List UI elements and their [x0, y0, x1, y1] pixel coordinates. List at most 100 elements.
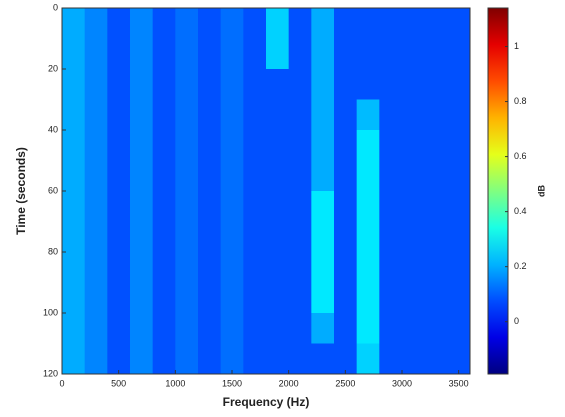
heatmap-cell	[311, 313, 335, 344]
heatmap-cell	[220, 160, 244, 192]
heatmap-cell	[243, 69, 267, 100]
heatmap-cell	[356, 282, 380, 314]
heatmap-cell	[402, 38, 426, 70]
heatmap-cell	[130, 8, 154, 39]
heatmap-cell	[107, 38, 131, 70]
heatmap-cell	[424, 313, 448, 344]
heatmap-cell	[334, 221, 358, 253]
heatmap-cell	[334, 191, 358, 222]
heatmap-cell	[175, 313, 199, 344]
y-tick-label: 60	[48, 185, 58, 195]
heatmap-cell	[243, 160, 267, 192]
heatmap-cell	[243, 252, 267, 283]
heatmap-cell	[107, 282, 131, 314]
heatmap-cell	[424, 160, 448, 192]
heatmap-cell	[175, 8, 199, 39]
heatmap-cell	[130, 99, 154, 131]
heatmap-cell	[266, 99, 290, 131]
heatmap-cell	[288, 160, 312, 192]
heatmap-cell	[356, 38, 380, 70]
heatmap-cell	[356, 69, 380, 100]
heatmap-cell	[266, 252, 290, 283]
heatmap-cell	[424, 221, 448, 253]
heatmap-cell	[107, 8, 131, 39]
heatmap-cell	[447, 252, 471, 283]
heatmap-cell	[62, 69, 86, 100]
heatmap-cell	[243, 221, 267, 253]
heatmap-cell	[84, 130, 108, 161]
heatmap-cell	[447, 313, 471, 344]
heatmap-cell	[447, 221, 471, 253]
heatmap-cell	[175, 343, 199, 375]
heatmap-cell	[266, 343, 290, 375]
heatmap-cell	[107, 343, 131, 375]
y-axis-title: Time (seconds)	[14, 147, 28, 235]
heatmap-cell	[311, 8, 335, 39]
heatmap-cell	[84, 221, 108, 253]
heatmap-cell	[288, 99, 312, 131]
heatmap-cell	[424, 282, 448, 314]
y-tick-label: 100	[43, 307, 58, 317]
heatmap-cell	[288, 8, 312, 39]
heatmap-cell	[311, 130, 335, 161]
heatmap-cell	[402, 99, 426, 131]
heatmap-cell	[424, 252, 448, 283]
heatmap-cell	[107, 69, 131, 100]
heatmap-cell	[107, 160, 131, 192]
heatmap-cell	[424, 69, 448, 100]
heatmap-cell	[152, 313, 176, 344]
heatmap-cell	[198, 69, 222, 100]
heatmap-cell	[198, 130, 222, 161]
heatmap-cell	[130, 343, 154, 375]
heatmap-cell	[288, 252, 312, 283]
heatmap-cell	[402, 313, 426, 344]
heatmap-cell	[311, 221, 335, 253]
heatmap-cell	[84, 99, 108, 131]
heatmap-cell	[152, 160, 176, 192]
heatmap-cell	[447, 99, 471, 131]
heatmap-cell	[379, 252, 403, 283]
y-tick-label: 0	[53, 2, 58, 12]
heatmap-cell	[311, 191, 335, 222]
heatmap-cell	[424, 8, 448, 39]
heatmap-cell	[152, 99, 176, 131]
heatmap-cell	[220, 69, 244, 100]
heatmap-cell	[288, 282, 312, 314]
heatmap-cell	[379, 38, 403, 70]
heatmap-cell	[62, 343, 86, 375]
heatmap-cell	[198, 252, 222, 283]
heatmap-cell	[152, 38, 176, 70]
heatmap-cell	[356, 221, 380, 253]
heatmap-cell	[84, 191, 108, 222]
heatmap-cell	[62, 252, 86, 283]
x-tick-label: 1000	[165, 378, 185, 388]
heatmap-cell	[107, 99, 131, 131]
heatmap-cell	[107, 313, 131, 344]
heatmap-cell	[447, 282, 471, 314]
heatmap-cell	[62, 191, 86, 222]
heatmap-cell	[402, 160, 426, 192]
colorbar-tick-label: 0.2	[514, 261, 527, 271]
heatmap-cell	[356, 8, 380, 39]
heatmap-cell	[447, 8, 471, 39]
heatmap-cell	[198, 343, 222, 375]
heatmap-cell	[266, 38, 290, 70]
heatmap-cell	[311, 38, 335, 70]
heatmap-cell	[84, 38, 108, 70]
heatmap-cell	[130, 38, 154, 70]
heatmap-cell	[334, 160, 358, 192]
heatmap-cell	[402, 343, 426, 375]
heatmap-cell	[424, 38, 448, 70]
heatmap-cell	[130, 130, 154, 161]
heatmap-cell	[266, 221, 290, 253]
heatmap-cell	[424, 99, 448, 131]
heatmap-cell	[447, 191, 471, 222]
heatmap-cell	[311, 99, 335, 131]
heatmap-cell	[356, 130, 380, 161]
heatmap-cell	[266, 8, 290, 39]
heatmap-cell	[243, 130, 267, 161]
colorbar-tick-label: 0	[514, 316, 519, 326]
heatmap-cell	[334, 343, 358, 375]
heatmap-cell	[198, 8, 222, 39]
